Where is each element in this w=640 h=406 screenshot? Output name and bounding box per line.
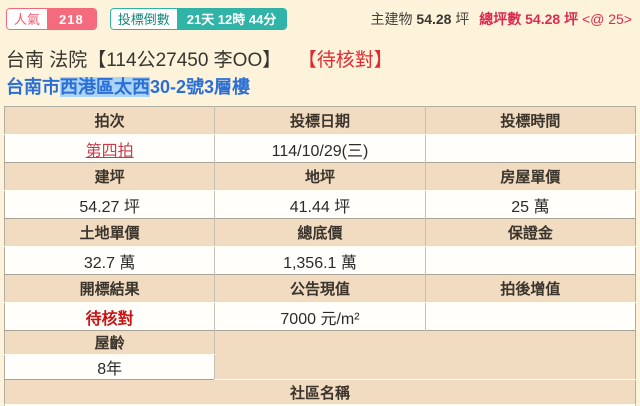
header-cell-land-unit-price: 土地單價 <box>4 218 215 247</box>
address-highlight: 西港區太西 <box>60 77 150 97</box>
value-cell-open-result: 待核對 <box>4 302 215 331</box>
header-cell-land-ping: 地坪 <box>214 162 426 191</box>
table-value-row: 第四拍 114/10/29(三) <box>4 134 636 163</box>
badge-group: 人氣 218 投標倒數 21天 12時 44分 <box>6 8 288 30</box>
value-cell-deposit <box>424 246 636 275</box>
header-cell-deposit: 保證金 <box>424 218 636 247</box>
auction-round-link[interactable]: 第四拍 <box>85 142 134 160</box>
table-header-row: 拍次 投標日期 投標時間 <box>4 106 636 135</box>
case-title: 台南 法院【114公27450 李OO】 <box>6 50 282 71</box>
property-address[interactable]: 台南市西港區太西30-2號3層樓 <box>6 73 640 99</box>
popularity-badge: 人氣 218 <box>6 8 97 30</box>
value-cell-building-ping: 54.27 坪 <box>4 190 215 219</box>
value-cell-house-unit-price: 25 萬 <box>424 190 636 219</box>
header-cell-building-ping: 建坪 <box>4 162 215 191</box>
total-ping-extra: <@ 25> <box>581 11 632 27</box>
total-ping-label: 總坪數 <box>479 11 522 27</box>
header-cell-announced-value: 公告現值 <box>214 274 426 303</box>
main-building-label: 主建物 <box>370 11 413 27</box>
value-cell-announced-value: 7000 元/m² <box>214 302 426 331</box>
topbar: 人氣 218 投標倒數 21天 12時 44分 主建物 54.28 坪 總坪數 … <box>0 0 640 31</box>
value-cell-floor-price: 1,356.1 萬 <box>214 246 426 275</box>
header-cell-round: 拍次 <box>4 106 215 135</box>
header-cell-house-age: 屋齡 <box>4 330 215 355</box>
bid-countdown-label: 投標倒數 <box>110 9 177 29</box>
value-cell-land-unit-price: 32.7 萬 <box>4 246 215 275</box>
bid-countdown-badge: 投標倒數 21天 12時 44分 <box>109 8 288 30</box>
table-value-row <box>4 404 636 406</box>
header-cell-community-name: 社區名稱 <box>4 379 636 405</box>
total-ping: 總坪數 54.28 坪 <@ 25> <box>479 11 632 27</box>
area-summary: 主建物 54.28 坪 總坪數 54.28 坪 <@ 25> <box>371 9 632 29</box>
header-cell-bid-date: 投標日期 <box>214 106 426 135</box>
main-building-unit: 坪 <box>455 11 470 27</box>
case-title-line: 台南 法院【114公27450 李OO】 【待核對】 <box>6 45 640 72</box>
popularity-label: 人氣 <box>7 9 48 29</box>
total-ping-value: 54.28 坪 <box>525 11 579 27</box>
header-cell-bid-time: 投標時間 <box>424 106 636 135</box>
value-cell-community-name <box>4 404 636 406</box>
main-building-value: 54.28 <box>416 11 452 27</box>
value-cell-bid-time <box>424 134 636 163</box>
value-cell-bid-date: 114/10/29(三) <box>214 134 426 163</box>
value-cell-land-ping: 41.44 坪 <box>214 190 426 219</box>
table-value-row: 8年 <box>4 354 636 380</box>
address-prefix: 台南市 <box>6 77 60 97</box>
popularity-count: 218 <box>47 9 96 29</box>
value-cell-house-age: 8年 <box>4 354 215 380</box>
table-header-row: 土地單價 總底價 保證金 <box>4 218 636 247</box>
header-cell-floor-price: 總底價 <box>214 218 426 247</box>
header-cell-house-unit-price: 房屋單價 <box>424 162 636 191</box>
address-suffix: 30-2號3層樓 <box>150 77 251 97</box>
table-header-row: 屋齡 <box>4 330 636 380</box>
header-cell-open-result: 開標結果 <box>4 274 215 303</box>
blank-merged-cell <box>214 330 636 380</box>
result-pending-text: 待核對 <box>85 310 134 328</box>
table-value-row: 54.27 坪 41.44 坪 25 萬 <box>4 190 636 219</box>
header-cell-post-auction-gain: 拍後增值 <box>424 274 636 303</box>
value-cell-post-auction-gain <box>424 302 636 331</box>
auction-info-table: 拍次 投標日期 投標時間 第四拍 114/10/29(三) 建坪 地坪 房屋單價… <box>4 106 636 406</box>
table-header-row: 開標結果 公告現值 拍後增值 <box>4 274 636 303</box>
status-tag: 【待核對】 <box>307 50 393 71</box>
value-cell-round: 第四拍 <box>4 134 215 163</box>
table-header-row: 建坪 地坪 房屋單價 <box>4 162 636 191</box>
table-header-row: 社區名稱 <box>4 379 636 405</box>
bid-countdown-value: 21天 12時 44分 <box>176 9 287 29</box>
table-value-row: 32.7 萬 1,356.1 萬 <box>4 246 636 275</box>
table-value-row: 待核對 7000 元/m² <box>4 302 636 331</box>
